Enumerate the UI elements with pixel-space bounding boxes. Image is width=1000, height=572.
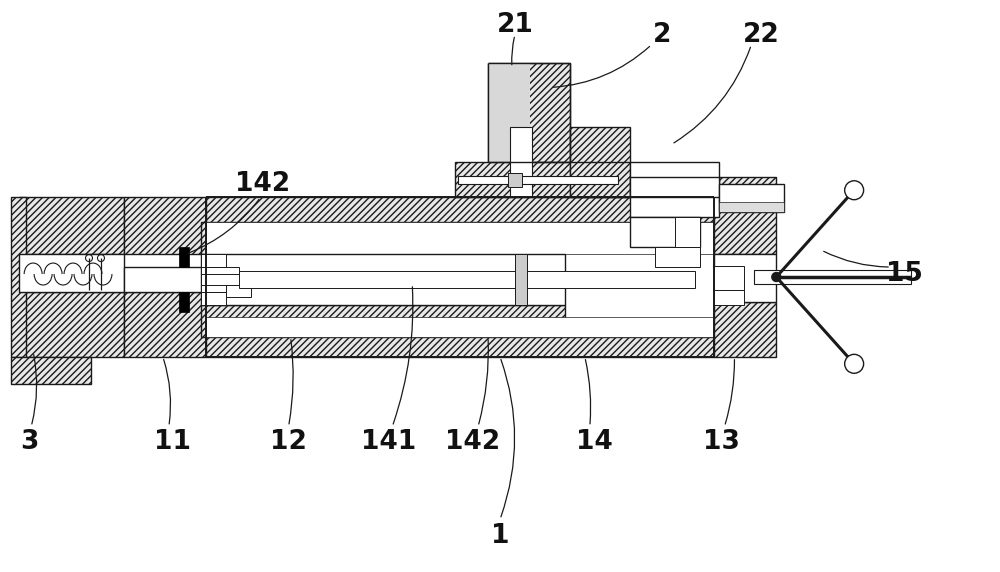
- Bar: [630, 217, 700, 247]
- Bar: [570, 177, 630, 197]
- Bar: [754, 270, 911, 284]
- Bar: [124, 197, 206, 254]
- Bar: [179, 292, 189, 312]
- Bar: [239, 271, 695, 288]
- Text: 15: 15: [886, 261, 922, 287]
- Bar: [488, 62, 570, 162]
- Bar: [714, 177, 776, 197]
- Bar: [719, 202, 784, 212]
- Bar: [201, 222, 565, 254]
- Bar: [179, 247, 189, 267]
- Bar: [458, 176, 618, 184]
- Bar: [719, 184, 784, 212]
- Bar: [124, 292, 206, 357]
- Bar: [714, 290, 744, 305]
- Text: 3: 3: [20, 428, 38, 455]
- Text: 142: 142: [445, 428, 500, 455]
- Bar: [226, 282, 251, 297]
- Bar: [570, 162, 630, 197]
- Bar: [508, 173, 522, 187]
- Text: 11: 11: [154, 428, 191, 455]
- Bar: [206, 197, 714, 222]
- Text: 1: 1: [491, 523, 509, 549]
- Bar: [201, 305, 565, 337]
- Text: 12: 12: [270, 428, 307, 455]
- Circle shape: [772, 272, 781, 281]
- Bar: [206, 317, 714, 337]
- Text: 142: 142: [235, 171, 290, 197]
- Text: 21: 21: [497, 11, 533, 38]
- Bar: [714, 197, 776, 254]
- Bar: [201, 254, 226, 267]
- Bar: [201, 274, 695, 285]
- Bar: [201, 292, 226, 305]
- Circle shape: [845, 354, 864, 374]
- Bar: [19, 292, 124, 357]
- Bar: [488, 62, 530, 162]
- Text: 141: 141: [361, 428, 416, 455]
- Bar: [714, 302, 776, 357]
- Bar: [510, 128, 532, 197]
- Text: 22: 22: [743, 22, 780, 47]
- Bar: [455, 162, 570, 197]
- Bar: [675, 217, 700, 247]
- Bar: [11, 357, 91, 384]
- Bar: [630, 162, 719, 217]
- Bar: [201, 267, 239, 292]
- Bar: [19, 197, 124, 254]
- Text: 14: 14: [576, 428, 613, 455]
- Bar: [714, 254, 776, 302]
- Bar: [515, 254, 527, 305]
- Bar: [570, 128, 630, 177]
- Text: 2: 2: [652, 22, 671, 47]
- Bar: [201, 254, 565, 305]
- Text: 13: 13: [703, 428, 740, 455]
- Bar: [19, 254, 124, 292]
- Bar: [124, 267, 206, 292]
- Bar: [714, 266, 744, 290]
- Bar: [206, 337, 714, 357]
- Bar: [11, 197, 26, 357]
- Bar: [655, 247, 700, 267]
- Bar: [206, 222, 714, 254]
- Circle shape: [845, 181, 864, 200]
- Bar: [630, 177, 719, 197]
